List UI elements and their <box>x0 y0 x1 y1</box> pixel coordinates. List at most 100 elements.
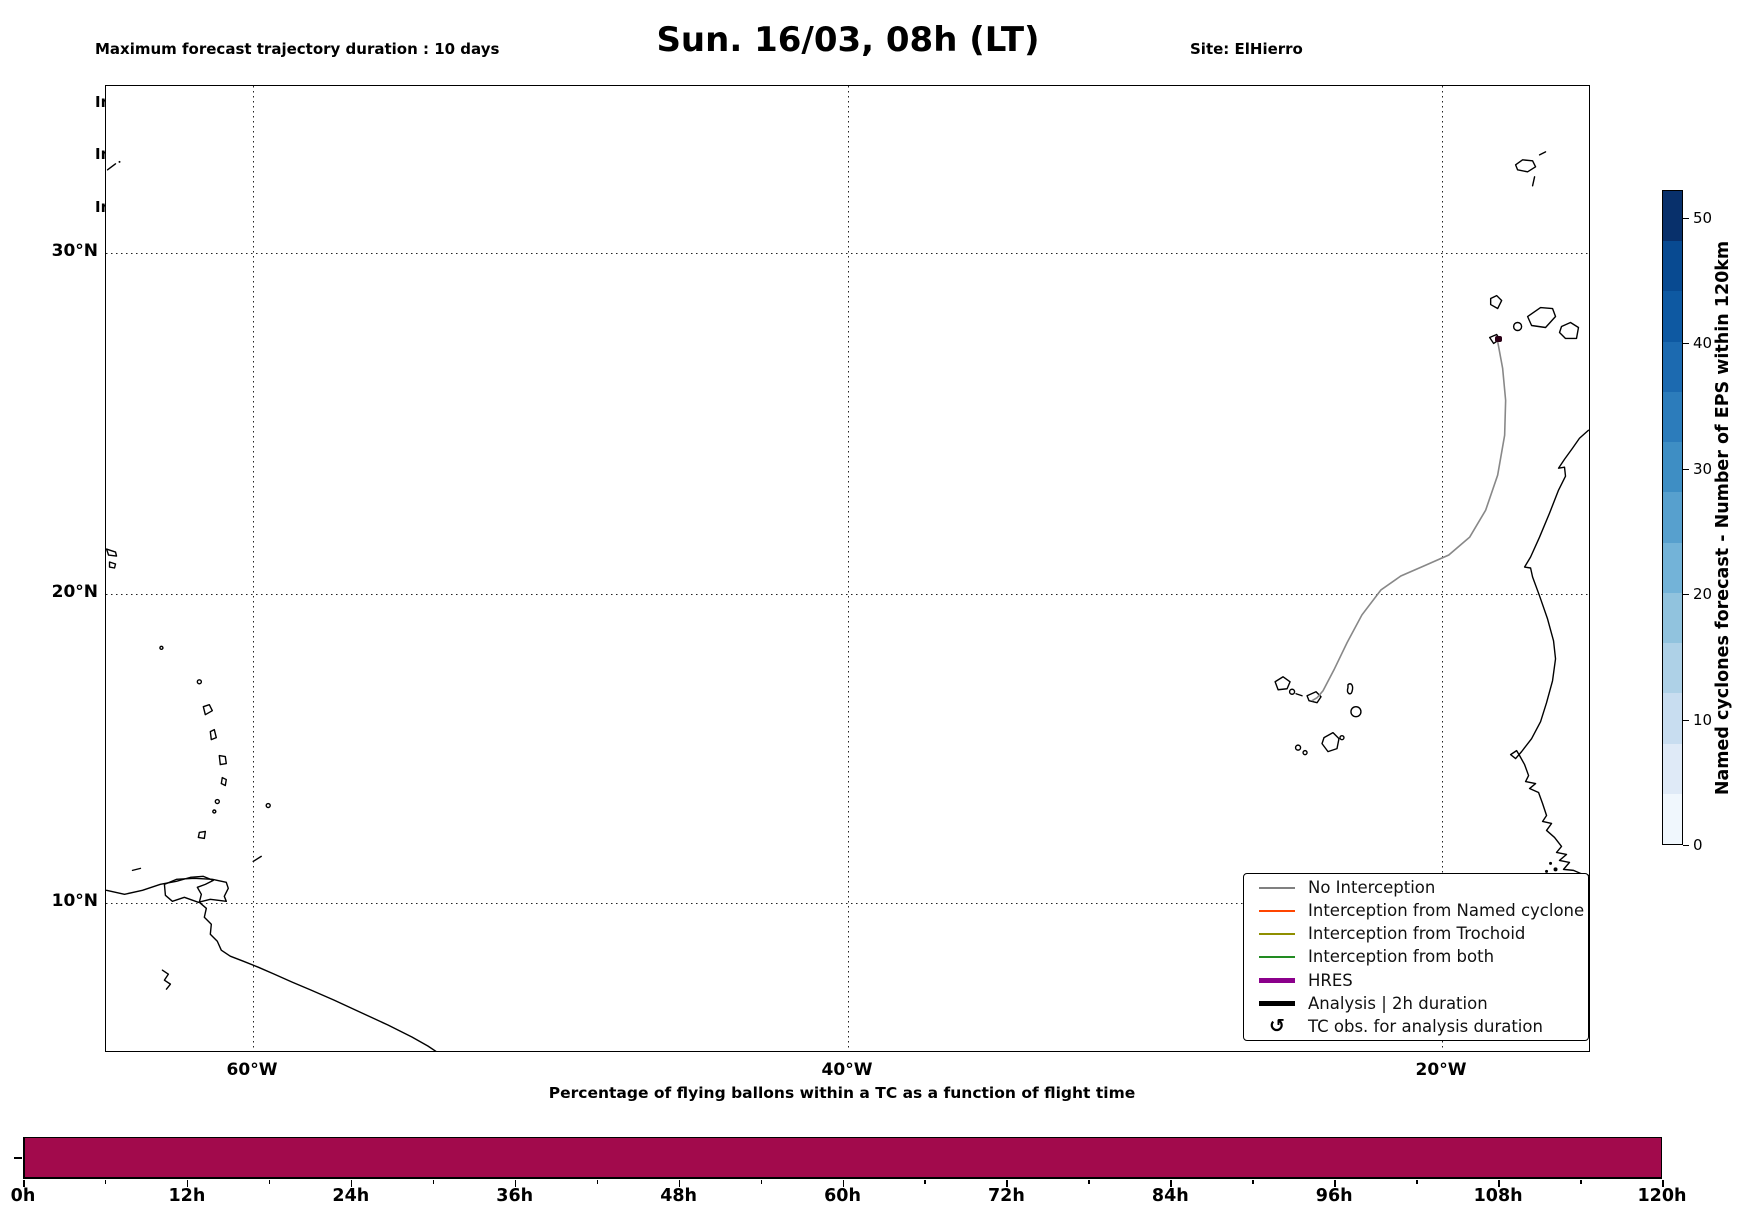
coast-bermuda <box>106 163 117 171</box>
flight-time-label-48h: 48h <box>660 1186 697 1206</box>
flight-time-tick-24h <box>350 1180 353 1187</box>
flight-time-tick-42h <box>596 1180 599 1184</box>
flight-time-label-108h: 108h <box>1473 1186 1523 1206</box>
colorbar-tickmark-50 <box>1683 218 1689 220</box>
map-axes: No Interception Interception from Named c… <box>105 85 1590 1052</box>
coast-antilles <box>106 548 118 557</box>
bottom-chart-title: Percentage of flying ballons within a TC… <box>548 1084 1136 1102</box>
flight-time-tick-60h <box>842 1180 844 1187</box>
flight-time-label-96h: 96h <box>1315 1186 1353 1206</box>
colorbar-seg-1 <box>1663 241 1682 292</box>
flight-time-tick-6h <box>104 1180 107 1184</box>
flight-time-tick-18h <box>268 1180 271 1184</box>
colorbar <box>1662 190 1683 845</box>
colorbar-ticklabel-30: 30 <box>1693 460 1713 478</box>
coast-madeira <box>1514 159 1537 173</box>
colorbar-seg-7 <box>1663 542 1682 593</box>
legend-label-2: Interception from Trochoid <box>1308 924 1526 944</box>
legend-label-0: No Interception <box>1308 878 1436 898</box>
colorbar-seg-8 <box>1663 592 1682 644</box>
flight-time-label-72h: 72h <box>987 1186 1025 1206</box>
flight-time-tick-30h <box>432 1180 435 1184</box>
flight-time-tick-114h <box>1580 1180 1582 1184</box>
bar-y-tick <box>14 1157 22 1159</box>
colorbar-ticklabel-10: 10 <box>1693 711 1713 729</box>
flight-time-label-120h: 120h <box>1637 1186 1687 1206</box>
legend-item-3: Interception from both <box>1244 946 1588 968</box>
gridline-lat-30°N <box>106 253 1589 254</box>
legend-item-1: Interception from Named cyclone <box>1244 900 1588 922</box>
colorbar-label-wrap: Named cyclones forecast - Number of EPS … <box>1700 190 1746 845</box>
colorbar-seg-9 <box>1663 643 1682 694</box>
colorbar-seg-0 <box>1663 191 1682 242</box>
colorbar-ticklabel-50: 50 <box>1693 209 1713 227</box>
lat-tick-20°N: 20°N <box>51 582 98 602</box>
legend-swatch-0 <box>1259 886 1295 889</box>
flight-time-tick-48h <box>678 1180 681 1187</box>
coastlines-svg <box>106 151 1589 1051</box>
coast-tenerife <box>1526 306 1557 329</box>
flight-time-label-0h: 0h <box>10 1186 36 1206</box>
lat-tick-10°N: 10°N <box>51 891 98 911</box>
map-legend: No Interception Interception from Named c… <box>1243 873 1589 1041</box>
flight-time-axis <box>23 1137 1662 1179</box>
lon-tick-40°W: 40°W <box>821 1060 873 1080</box>
page-title: Sun. 16/03, 08h (LT) <box>656 20 1040 60</box>
colorbar-seg-2 <box>1663 291 1682 342</box>
colorbar-ticklabel-20: 20 <box>1693 585 1713 603</box>
legend-item-0: No Interception <box>1244 877 1588 899</box>
lat-tick-30°N: 30°N <box>51 241 98 261</box>
colorbar-seg-10 <box>1663 693 1682 744</box>
colorbar-tickmark-10 <box>1683 720 1689 722</box>
legend-swatch-4 <box>1259 977 1295 983</box>
coast-la-gomera <box>1512 321 1523 332</box>
legend-item-4: HRES <box>1244 969 1588 991</box>
flight-time-tick-90h <box>1252 1180 1254 1184</box>
legend-item-6: ↺ TC obs. for analysis duration <box>1244 1015 1588 1037</box>
forecast-trajectory-line <box>1311 341 1507 702</box>
colorbar-ticklabel-40: 40 <box>1693 334 1713 352</box>
trajectory-svg <box>1311 341 1507 702</box>
colorbar-tickmark-0 <box>1683 845 1689 847</box>
coast-west-africa <box>1509 429 1589 877</box>
colorbar-seg-3 <box>1663 341 1682 392</box>
coast-gran-canaria <box>1558 321 1580 340</box>
colorbar-seg-5 <box>1663 442 1682 493</box>
gridline-lon-20°W <box>1442 86 1443 1051</box>
legend-label-3: Interception from both <box>1308 947 1495 967</box>
flight-time-label-60h: 60h <box>824 1186 861 1206</box>
legend-item-2: Interception from Trochoid <box>1244 923 1588 945</box>
legend-label-4: HRES <box>1308 970 1353 990</box>
legend-label-1: Interception from Named cyclone <box>1308 901 1585 921</box>
colorbar-seg-6 <box>1663 492 1682 543</box>
colorbar-seg-12 <box>1663 793 1682 845</box>
percentage-bar <box>24 1137 1662 1178</box>
flight-time-tick-108h <box>1498 1180 1500 1187</box>
flight-time-label-24h: 24h <box>332 1186 370 1206</box>
legend-swatch-5 <box>1259 1000 1295 1006</box>
flight-time-tick-84h <box>1170 1180 1172 1187</box>
flight-time-label-84h: 84h <box>1151 1186 1189 1206</box>
gridline-lat-10°N <box>106 903 1589 904</box>
colorbar-ticklabel-0: 0 <box>1693 836 1703 854</box>
legend-label-6: TC obs. for analysis duration <box>1308 1016 1543 1036</box>
gridline-lon-40°W <box>848 86 849 1051</box>
flight-time-tick-96h <box>1334 1180 1336 1187</box>
flight-time-label-36h: 36h <box>496 1186 534 1206</box>
colorbar-label: Named cyclones forecast - Number of EPS … <box>1713 240 1733 795</box>
legend-item-5: Analysis | 2h duration <box>1244 992 1588 1014</box>
flight-time-tick-54h <box>760 1180 763 1184</box>
header-left-line1: Maximum forecast trajectory duration : 1… <box>95 40 500 58</box>
legend-swatch-2 <box>1259 932 1295 935</box>
flight-time-label-12h: 12h <box>168 1186 206 1206</box>
flight-time-tick-66h <box>924 1180 926 1184</box>
flight-time-tick-12h <box>186 1180 189 1187</box>
lon-tick-20°W: 20°W <box>1415 1060 1467 1080</box>
colorbar-tickmark-20 <box>1683 594 1689 596</box>
coast-cape-verde <box>1274 676 1291 691</box>
header-right-line1: Site: ElHierro <box>1190 40 1303 58</box>
gridline-lat-20°N <box>106 594 1589 595</box>
coast-south-america <box>106 875 437 1051</box>
coast-la-palma <box>1489 294 1503 310</box>
tc-obs-icon: ↺ <box>1269 1015 1285 1038</box>
